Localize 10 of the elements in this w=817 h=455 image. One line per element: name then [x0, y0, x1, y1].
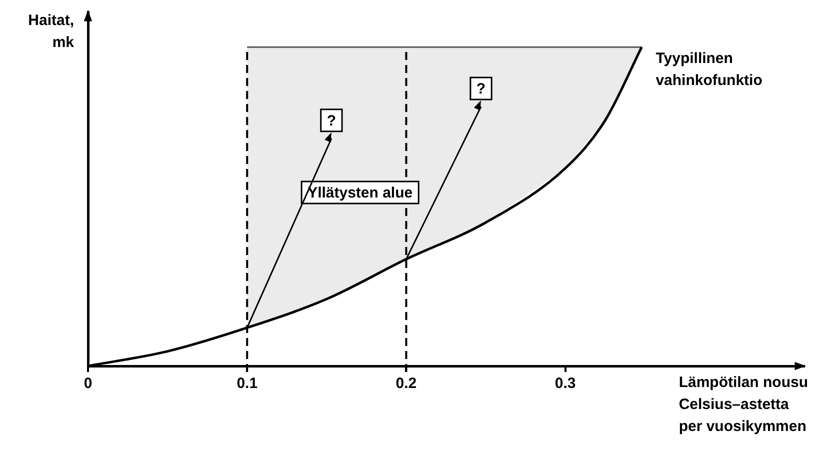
x-tick-label: 0.3 [554, 375, 576, 392]
series-label: Tyypillinen vahinkofunktio [656, 50, 762, 90]
x-tick-label: 0.2 [396, 375, 417, 392]
x-axis-title: Lämpötilan nousu Celsius–astetta per vuosikymmen [678, 373, 808, 437]
annotation: ? [476, 80, 486, 98]
annotation: ? [326, 112, 336, 130]
y-axis-title: Haitat, mk [27, 11, 74, 53]
x-tick-label: 0.1 [236, 375, 258, 392]
annotation: Yllätysten alue [308, 184, 413, 202]
x-tick-label: 0 [84, 375, 92, 392]
